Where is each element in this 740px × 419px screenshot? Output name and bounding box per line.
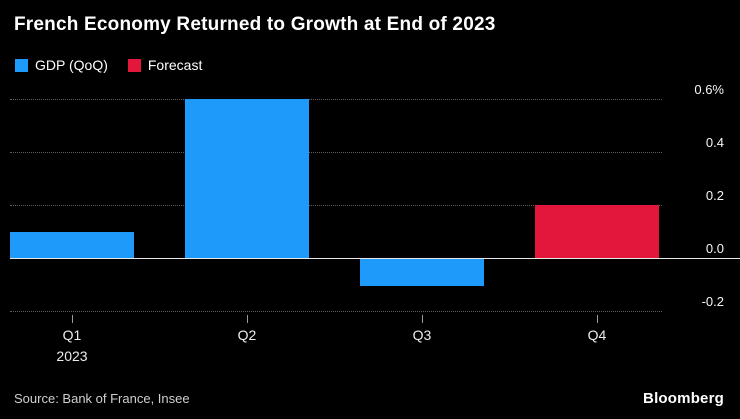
legend-item-forecast: Forecast bbox=[127, 57, 203, 73]
x-axis-label-q3: Q3 bbox=[412, 327, 432, 343]
y-axis-label: 0.6% bbox=[694, 82, 724, 97]
source-note: Source: Bank of France, Insee bbox=[14, 391, 190, 406]
x-axis-tick bbox=[247, 315, 248, 323]
legend-label-forecast: Forecast bbox=[147, 57, 203, 73]
gridline bbox=[10, 205, 662, 206]
x-axis-year-label: 2023 bbox=[56, 348, 88, 364]
y-axis-label: 0.0 bbox=[705, 241, 724, 256]
legend-item-gdp: GDP (QoQ) bbox=[15, 57, 108, 73]
x-axis-label-q2: Q2 bbox=[237, 327, 257, 343]
bar-q1 bbox=[10, 231, 134, 258]
y-axis-label: -0.2 bbox=[701, 294, 724, 309]
y-axis-label: 0.4 bbox=[705, 135, 724, 150]
zero-axis-line bbox=[10, 258, 740, 259]
legend-swatch-gdp bbox=[15, 58, 28, 72]
bar-q2 bbox=[185, 99, 309, 258]
x-axis-label-q4: Q4 bbox=[587, 327, 607, 343]
x-axis-tick bbox=[72, 315, 73, 323]
y-axis-label: 0.2 bbox=[705, 188, 724, 203]
gridline bbox=[10, 99, 662, 100]
bar-q3 bbox=[360, 259, 484, 286]
legend: GDP (QoQ) Forecast bbox=[15, 57, 202, 73]
x-axis-tick bbox=[597, 315, 598, 323]
x-axis-tick bbox=[422, 315, 423, 323]
chart-title: French Economy Returned to Growth at End… bbox=[14, 14, 496, 35]
gridline bbox=[10, 152, 662, 153]
legend-label-gdp: GDP (QoQ) bbox=[35, 57, 108, 73]
chart-plot-region: 0.6% 0.4 0.2 0.0 -0.2 Q1 2023 Q2 Q3 Q4 bbox=[0, 82, 740, 380]
x-axis-label-q1: Q1 bbox=[62, 327, 82, 343]
bar-q4 bbox=[535, 205, 659, 258]
gridline bbox=[10, 311, 662, 312]
legend-swatch-forecast bbox=[127, 58, 141, 72]
bloomberg-logo: Bloomberg bbox=[643, 390, 724, 407]
